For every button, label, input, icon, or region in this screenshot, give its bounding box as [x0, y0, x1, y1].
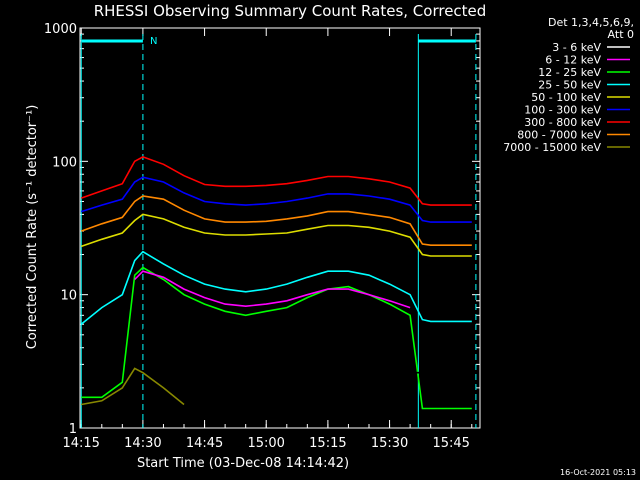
- x-tick-label: 15:45: [432, 436, 469, 451]
- y-tick-label: 10: [60, 289, 77, 304]
- series-line: [81, 266, 472, 410]
- x-axis-label: Start Time (03-Dec-08 14:14:42): [137, 456, 349, 471]
- legend-label: 6 - 12 keV: [545, 54, 601, 67]
- series-line: [80, 213, 472, 257]
- legend-label: 25 - 50 keV: [538, 79, 601, 92]
- x-tick-label: 14:30: [124, 436, 161, 451]
- series-line: [134, 270, 411, 309]
- series-line: [81, 367, 185, 406]
- legend-label: 7000 - 15000 keV: [503, 141, 601, 154]
- y-tick-label: 1000: [44, 22, 77, 37]
- legend-label: 800 - 7000 keV: [517, 129, 601, 142]
- timestamp: 16-Oct-2021 05:13: [560, 468, 636, 477]
- legend-label: 3 - 6 keV: [552, 41, 601, 54]
- series-line: [142, 328, 423, 374]
- series-line: [80, 250, 472, 325]
- x-tick-label: 14:15: [62, 436, 99, 451]
- chart-title: RHESSI Observing Summary Count Rates, Co…: [94, 2, 487, 20]
- y-tick-label: 1: [69, 422, 77, 437]
- legend-header-1: Det 1,3,4,5,6,9,: [548, 16, 634, 29]
- legend-label: 50 - 100 keV: [531, 91, 601, 104]
- y-axis-label: Corrected Count Rate (s⁻¹ detector⁻¹): [25, 105, 40, 350]
- legend-label: 300 - 800 keV: [524, 116, 601, 129]
- x-tick-label: 15:15: [309, 436, 346, 451]
- series-line: [80, 176, 472, 223]
- plot-frame: [79, 27, 481, 429]
- night-marker: N: [150, 36, 157, 47]
- x-tick-label: 14:45: [186, 436, 223, 451]
- x-tick-label: 15:30: [371, 436, 408, 451]
- y-tick-label: 100: [52, 155, 77, 170]
- legend-label: 12 - 25 keV: [538, 66, 601, 79]
- series-line: [80, 156, 472, 206]
- series-line: [80, 195, 472, 246]
- x-tick-label: 15:00: [247, 436, 284, 451]
- legend-header-2: Att 0: [608, 28, 634, 41]
- legend-label: 100 - 300 keV: [524, 104, 601, 117]
